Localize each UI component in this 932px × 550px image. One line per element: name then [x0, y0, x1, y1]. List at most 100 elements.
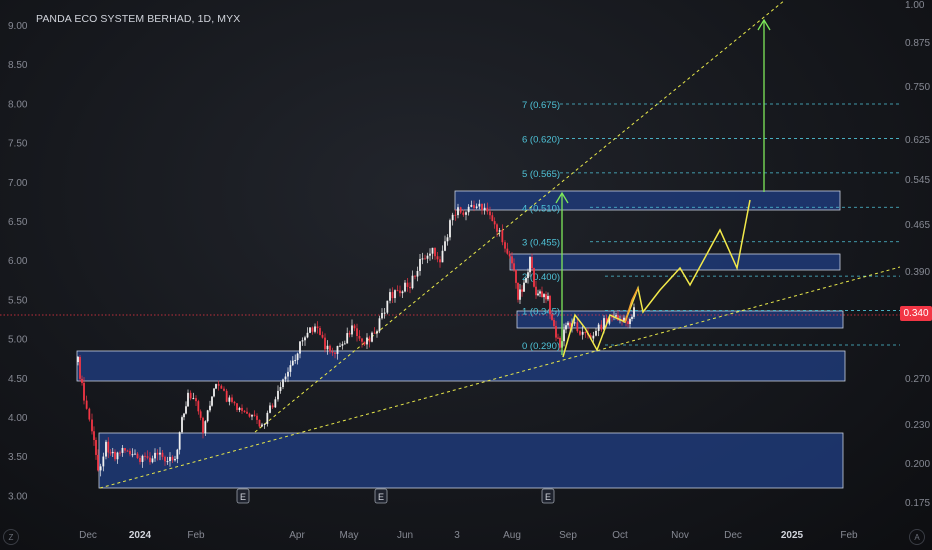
candle-body[interactable] — [491, 215, 494, 222]
candle-body[interactable] — [178, 432, 181, 450]
earnings-event-marker[interactable]: E — [541, 488, 555, 504]
candle-body[interactable] — [77, 357, 79, 362]
candle-body[interactable] — [525, 278, 527, 283]
candle-body[interactable] — [185, 406, 187, 414]
candle-body[interactable] — [470, 204, 473, 207]
earnings-event-marker[interactable]: E — [374, 488, 388, 504]
candle-body[interactable] — [319, 328, 321, 335]
candle-body[interactable] — [102, 456, 105, 467]
candle-body[interactable] — [83, 382, 85, 401]
candle-body[interactable] — [465, 212, 467, 215]
candle-body[interactable] — [573, 322, 576, 324]
candle-body[interactable] — [81, 378, 83, 383]
candle-body[interactable] — [116, 452, 119, 460]
candle-body[interactable] — [493, 221, 496, 225]
candle-body[interactable] — [119, 452, 121, 454]
candle-body[interactable] — [301, 340, 304, 342]
candle-body[interactable] — [154, 452, 156, 459]
candle-body[interactable] — [436, 256, 439, 260]
candle-body[interactable] — [238, 407, 241, 410]
candle-body[interactable] — [261, 424, 263, 427]
candle-body[interactable] — [569, 322, 571, 327]
candle-body[interactable] — [617, 315, 619, 321]
candle-body[interactable] — [439, 259, 441, 263]
candle-body[interactable] — [399, 290, 401, 294]
candle-body[interactable] — [136, 453, 139, 458]
candle-body[interactable] — [256, 415, 258, 420]
candle-body[interactable] — [449, 220, 451, 238]
candle-body[interactable] — [424, 258, 426, 260]
candle-body[interactable] — [95, 439, 97, 455]
candle-body[interactable] — [336, 345, 339, 354]
time-axis[interactable]: Dec 2024 Feb Apr May Jun 3 Aug Sep Oct Nov Dec 2025 F… — [79, 530, 858, 541]
candle-body[interactable] — [473, 204, 475, 209]
candle-body[interactable] — [358, 335, 361, 339]
projection-path[interactable] — [562, 199, 751, 358]
candle-body[interactable] — [462, 212, 465, 215]
candle-body[interactable] — [266, 412, 269, 424]
candle-body[interactable] — [149, 457, 151, 463]
candle-body[interactable] — [353, 325, 356, 329]
zone-bottom[interactable] — [98, 432, 844, 489]
candle-body[interactable] — [107, 441, 110, 453]
candle-body[interactable] — [426, 255, 429, 259]
candle-body[interactable] — [457, 207, 459, 216]
candle-body[interactable] — [579, 331, 581, 335]
candle-body[interactable] — [189, 392, 192, 399]
candle-body[interactable] — [215, 384, 217, 389]
candle-body[interactable] — [99, 466, 102, 471]
candle-body[interactable] — [331, 351, 334, 353]
candle-body[interactable] — [483, 207, 486, 211]
candle-body[interactable] — [451, 214, 454, 221]
candle-body[interactable] — [220, 385, 223, 389]
candle-body[interactable] — [584, 331, 587, 334]
candle-body[interactable] — [124, 447, 126, 451]
candle-body[interactable] — [557, 337, 559, 339]
candle-body[interactable] — [85, 400, 88, 409]
candle-body[interactable] — [551, 314, 553, 320]
candle-body[interactable] — [131, 454, 134, 456]
candle-body[interactable] — [383, 312, 386, 314]
candle-body[interactable] — [567, 322, 569, 326]
candle-body[interactable] — [156, 452, 159, 455]
candle-body[interactable] — [396, 290, 399, 292]
candle-body[interactable] — [539, 291, 541, 294]
candle-body[interactable] — [217, 384, 220, 386]
candle-body[interactable] — [414, 275, 416, 277]
candle-body[interactable] — [314, 326, 316, 332]
candle-body[interactable] — [241, 407, 243, 411]
candle-body[interactable] — [343, 343, 346, 345]
right-corner-badge[interactable]: A — [909, 529, 925, 545]
candle-body[interactable] — [282, 379, 284, 388]
candle-body[interactable] — [248, 413, 251, 417]
candle-body[interactable] — [521, 289, 523, 292]
candle-body[interactable] — [523, 282, 525, 292]
candle-body[interactable] — [535, 286, 537, 296]
candle-body[interactable] — [441, 250, 444, 263]
candle-body[interactable] — [253, 414, 256, 416]
candle-body[interactable] — [309, 327, 311, 333]
candle-body[interactable] — [373, 332, 376, 334]
candle-body[interactable] — [389, 292, 391, 301]
candle-body[interactable] — [605, 318, 608, 324]
candle-body[interactable] — [258, 419, 261, 427]
candle-body[interactable] — [629, 318, 631, 325]
candle-body[interactable] — [416, 270, 419, 277]
candle-body[interactable] — [289, 365, 292, 372]
candle-body[interactable] — [146, 456, 149, 458]
candle-body[interactable] — [174, 458, 176, 461]
candle-body[interactable] — [366, 337, 368, 345]
candle-body[interactable] — [284, 376, 287, 380]
candle-body[interactable] — [233, 401, 236, 404]
candle-body[interactable] — [287, 371, 289, 377]
candle-body[interactable] — [279, 387, 282, 391]
zone-base[interactable] — [76, 350, 846, 382]
candle-body[interactable] — [197, 401, 200, 412]
candle-body[interactable] — [166, 461, 169, 463]
candle-body[interactable] — [603, 318, 605, 330]
candle-body[interactable] — [419, 258, 421, 271]
candle-body[interactable] — [633, 307, 635, 317]
candle-body[interactable] — [615, 315, 617, 317]
candle-body[interactable] — [97, 454, 99, 471]
candle-body[interactable] — [376, 331, 378, 334]
